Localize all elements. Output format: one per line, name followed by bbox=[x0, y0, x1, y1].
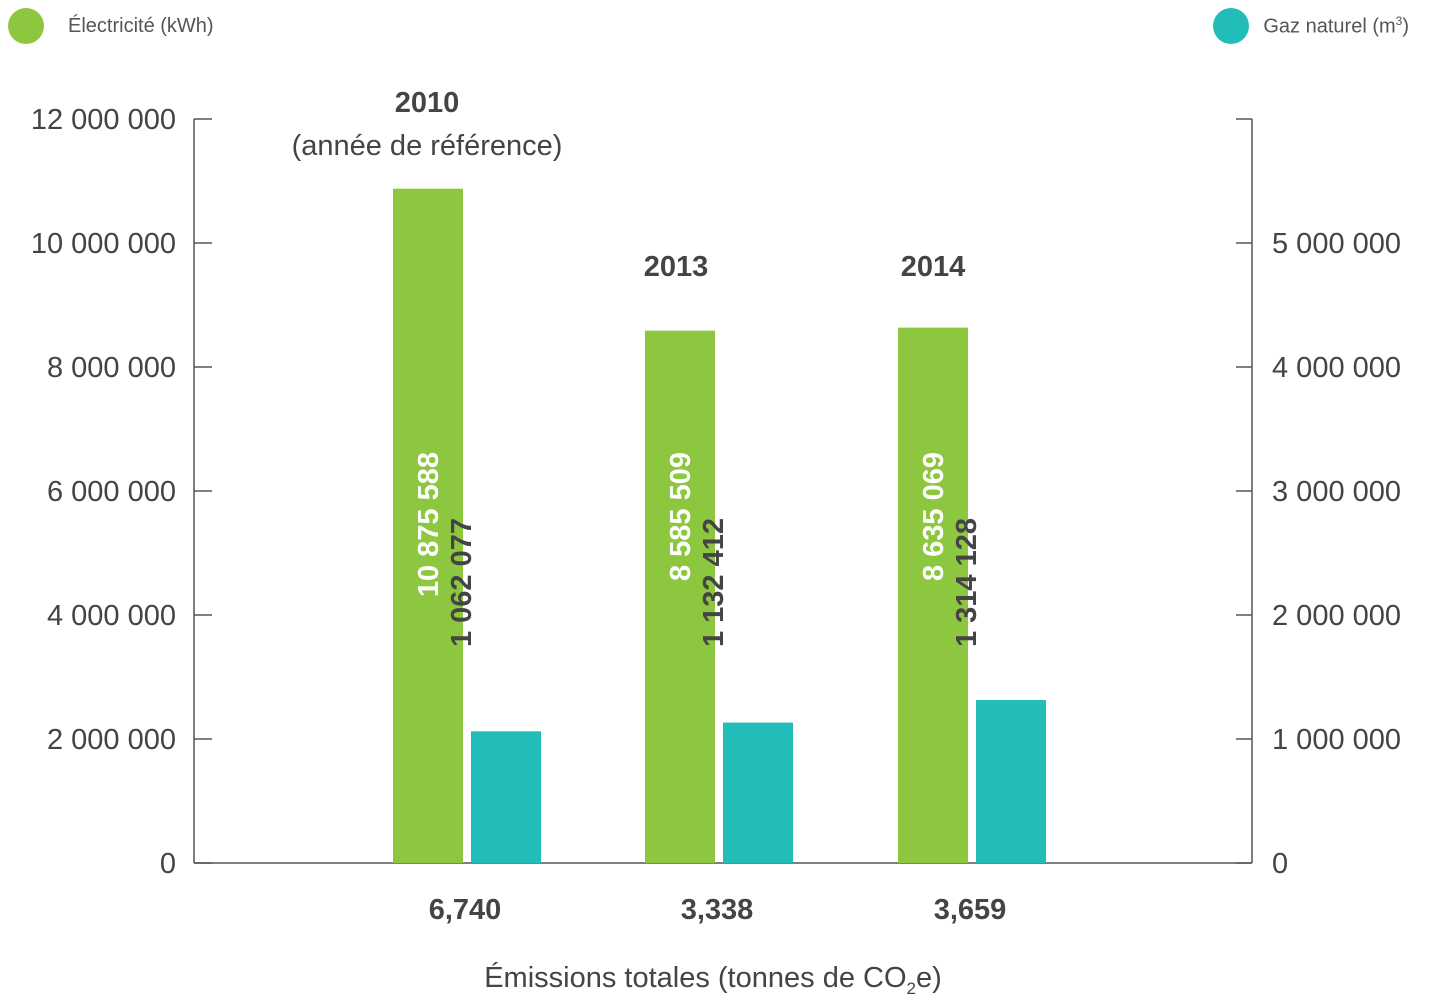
electricity-value-label: 8 585 509 bbox=[665, 452, 697, 581]
right-tick-label: 3 000 000 bbox=[1272, 476, 1401, 508]
gas-value-label: 1 062 077 bbox=[446, 518, 478, 647]
gas-value-label: 1 314 128 bbox=[951, 518, 983, 647]
left-tick-label: 0 bbox=[160, 848, 176, 880]
left-tick-label: 4 000 000 bbox=[47, 600, 176, 632]
year-label: 2013 bbox=[644, 251, 709, 283]
legend-gas: Gaz naturel (m3) bbox=[1213, 8, 1409, 44]
left-tick-label: 6 000 000 bbox=[47, 476, 176, 508]
left-tick-label: 10 000 000 bbox=[31, 228, 176, 260]
year-label: 2010 bbox=[395, 87, 460, 119]
right-tick-label: 5 000 000 bbox=[1272, 228, 1401, 260]
right-tick-label: 0 bbox=[1272, 848, 1288, 880]
emissions-value: 3,338 bbox=[681, 894, 754, 926]
right-tick-label: 4 000 000 bbox=[1272, 352, 1401, 384]
electricity-bar bbox=[393, 188, 463, 863]
gas-legend-label: Gaz naturel (m3) bbox=[1263, 13, 1409, 38]
gas-bar bbox=[976, 700, 1046, 863]
left-tick-label: 2 000 000 bbox=[47, 724, 176, 756]
emissions-value: 6,740 bbox=[429, 894, 502, 926]
emissions-value: 3,659 bbox=[934, 894, 1007, 926]
right-tick-label: 1 000 000 bbox=[1272, 724, 1401, 756]
electricity-bar bbox=[645, 330, 715, 863]
left-tick-label: 12 000 000 bbox=[31, 104, 176, 136]
x-axis-label: Émissions totales (tonnes de CO2e) bbox=[484, 961, 942, 998]
electricity-legend-label: Électricité (kWh) bbox=[68, 14, 214, 37]
electricity-legend-swatch bbox=[8, 8, 44, 44]
gas-value-label: 1 132 412 bbox=[698, 518, 730, 647]
year-sublabel: (année de référence) bbox=[292, 130, 563, 162]
legend-electricity: Électricité (kWh) bbox=[8, 8, 214, 44]
gas-bar bbox=[723, 722, 793, 863]
right-tick-label: 2 000 000 bbox=[1272, 600, 1401, 632]
gas-legend-swatch bbox=[1213, 8, 1250, 44]
year-label: 2014 bbox=[901, 251, 966, 283]
electricity-value-label: 8 635 069 bbox=[918, 452, 950, 581]
gas-bar bbox=[471, 731, 541, 863]
left-tick-label: 8 000 000 bbox=[47, 352, 176, 384]
electricity-bar bbox=[898, 327, 968, 863]
electricity-value-label: 10 875 588 bbox=[413, 452, 445, 597]
